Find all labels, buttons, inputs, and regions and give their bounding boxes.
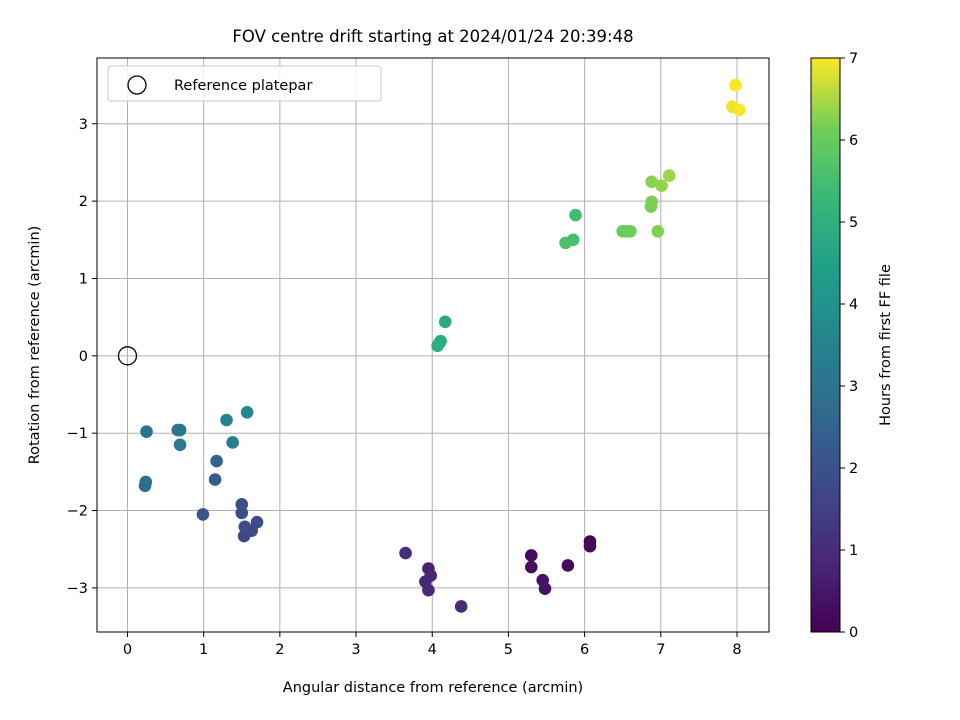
data-point (559, 236, 572, 250)
colorbar-tick-label: 7 (849, 51, 858, 67)
data-point (624, 224, 637, 238)
chart-title: FOV centre drift starting at 2024/01/24 … (232, 27, 633, 46)
data-point (645, 195, 658, 209)
y-tick-label: −1 (67, 426, 88, 442)
colorbar-tick-label: 6 (849, 133, 858, 149)
data-point (139, 475, 153, 489)
data-point (226, 436, 239, 449)
colorbar-gradient (811, 58, 840, 632)
data-point (422, 583, 435, 597)
legend-box (107, 65, 382, 102)
data-point (210, 454, 223, 468)
reference-platepar-marker (117, 346, 138, 366)
colorbar-tick-label: 0 (849, 625, 858, 641)
data-point (583, 539, 597, 553)
x-tick-label: 3 (351, 642, 360, 658)
legend-label-reference-platepar: Reference platepar (174, 78, 312, 94)
data-point (538, 582, 552, 595)
x-tick-label: 7 (656, 642, 665, 658)
data-point (655, 179, 668, 192)
data-point (454, 600, 468, 613)
data-point (238, 520, 252, 534)
data-point (173, 423, 187, 437)
x-tick-label: 2 (275, 642, 284, 658)
x-tick-label: 6 (580, 642, 589, 658)
legend: Reference platepar (107, 65, 382, 102)
x-tick-label: 5 (504, 642, 513, 658)
colorbar-tick-label: 4 (849, 297, 858, 313)
data-point (732, 103, 746, 117)
data-point (561, 559, 575, 572)
y-tick-label: 2 (79, 194, 88, 210)
data-point (140, 425, 153, 438)
x-axis-ticks: 0 1 2 3 4 5 6 7 8 (123, 632, 742, 658)
data-point (235, 498, 249, 511)
colorbar-frame (810, 57, 841, 633)
plot-area: 0 1 2 3 4 5 6 7 8 −3 −2 −1 0 1 2 3 (67, 57, 770, 658)
colorbar: 0 1 2 3 4 5 6 7 Hours from first FF file (810, 51, 894, 641)
data-point (651, 224, 665, 238)
colorbar-ticks: 0 1 2 3 4 5 6 7 (840, 51, 858, 641)
scatter-points (138, 78, 746, 613)
colorbar-tick-label: 3 (849, 379, 858, 395)
data-point (208, 473, 222, 486)
y-axis-ticks: −3 −2 −1 0 1 2 3 (67, 117, 97, 597)
x-axis-label: Angular distance from reference (arcmin) (283, 680, 583, 696)
y-axis-label: Rotation from reference (arcmin) (27, 226, 43, 465)
data-point (240, 406, 254, 419)
x-tick-label: 0 (123, 642, 132, 658)
colorbar-tick-label: 1 (849, 543, 858, 559)
data-point (729, 78, 742, 92)
plot-frame (96, 57, 770, 633)
colorbar-label: Hours from first FF file (878, 264, 894, 426)
data-point (220, 413, 233, 427)
data-point (524, 549, 538, 562)
y-tick-label: −3 (67, 581, 88, 597)
y-tick-label: 0 (79, 349, 88, 365)
y-tick-label: 3 (79, 117, 88, 133)
x-tick-label: 8 (732, 642, 741, 658)
data-point (196, 508, 210, 521)
data-point (431, 339, 444, 353)
colorbar-tick-label: 2 (849, 461, 858, 477)
data-point (250, 515, 264, 529)
x-tick-label: 4 (428, 642, 437, 658)
y-tick-label: −2 (67, 504, 88, 520)
data-point (569, 208, 582, 222)
y-tick-label: 1 (79, 271, 88, 287)
data-point (438, 315, 452, 329)
data-point (645, 175, 658, 189)
data-point (662, 169, 676, 182)
data-point (173, 438, 187, 452)
x-tick-label: 1 (199, 642, 208, 658)
colorbar-tick-label: 5 (849, 215, 858, 231)
data-point (524, 560, 538, 574)
data-point (399, 546, 412, 560)
legend-open-circle-marker (127, 75, 147, 95)
